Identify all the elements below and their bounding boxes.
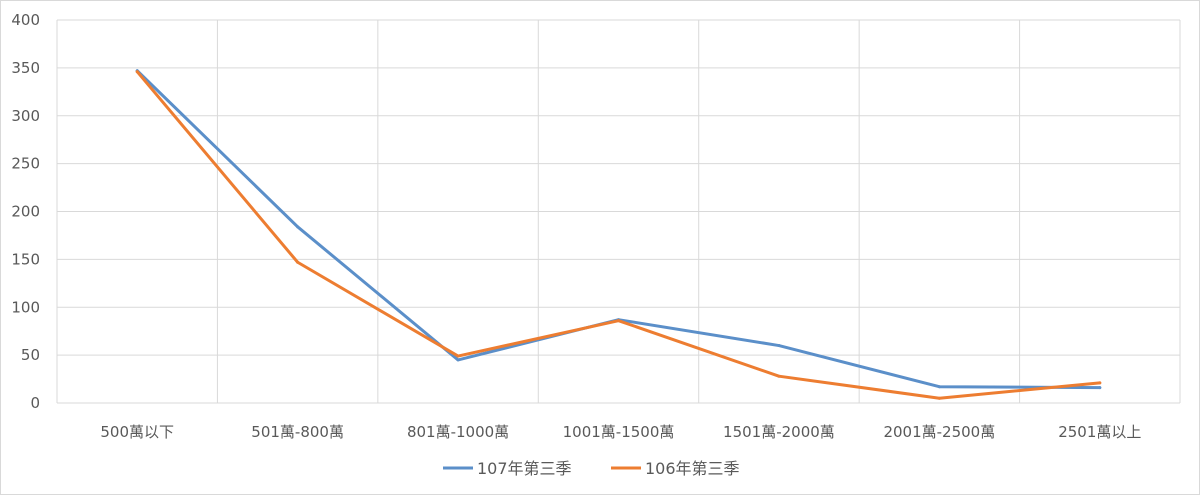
y-tick-label: 400 xyxy=(11,11,40,29)
legend-label: 107年第三季 xyxy=(477,459,572,478)
y-tick-label: 300 xyxy=(11,107,40,125)
x-axis-ticks: 500萬以下 501萬-800萬 801萬-1000萬 1001萬-1500萬 1501… xyxy=(100,423,1141,441)
y-tick-label: 350 xyxy=(11,59,40,77)
y-tick-label: 250 xyxy=(11,155,40,173)
data-point xyxy=(296,260,300,264)
data-point xyxy=(777,344,781,348)
gridlines xyxy=(56,19,1181,404)
x-tick-label: 2501萬以上 xyxy=(1058,423,1141,441)
y-tick-label: 50 xyxy=(21,346,40,364)
data-point xyxy=(777,374,781,378)
x-tick-label: 500萬以下 xyxy=(100,423,174,441)
y-axis-ticks: 0 50 100 150 200 250 300 350 400 xyxy=(11,11,40,412)
data-point xyxy=(617,319,620,323)
y-tick-label: 100 xyxy=(11,298,40,316)
series-lines xyxy=(135,69,1102,400)
y-tick-label: 200 xyxy=(11,203,40,221)
data-point xyxy=(135,70,139,74)
data-point xyxy=(456,358,460,362)
legend-label: 106年第三季 xyxy=(645,459,740,478)
legend: 107年第三季 106年第三季 xyxy=(443,459,740,478)
y-tick-label: 150 xyxy=(11,250,40,268)
data-point xyxy=(456,354,460,358)
x-tick-label: 1501萬-2000萬 xyxy=(723,423,835,441)
data-point xyxy=(937,396,941,400)
data-point xyxy=(296,225,300,229)
data-point xyxy=(1098,386,1102,390)
x-tick-label: 1001萬-1500萬 xyxy=(563,423,675,441)
x-tick-label: 801萬-1000萬 xyxy=(407,423,509,441)
series-line-2 xyxy=(135,70,1102,400)
data-point xyxy=(937,385,941,389)
x-tick-label: 501萬-800萬 xyxy=(251,423,344,441)
series-line-1 xyxy=(135,69,1102,390)
x-tick-label: 2001萬-2500萬 xyxy=(883,423,995,441)
y-tick-label: 0 xyxy=(30,394,40,412)
data-point xyxy=(1098,381,1102,385)
